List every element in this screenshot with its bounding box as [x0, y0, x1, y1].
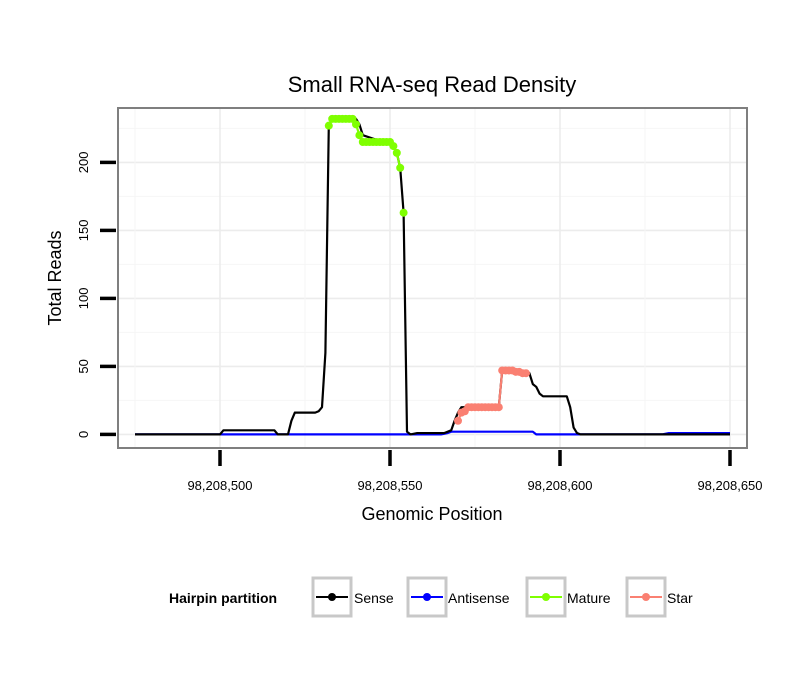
legend-label-mature: Mature: [567, 590, 611, 606]
legend-label-antisense: Antisense: [448, 590, 510, 606]
y-axis-title: Total Reads: [45, 230, 65, 325]
mature-point: [324, 121, 333, 130]
x-tick-label: 98,208,650: [697, 478, 762, 493]
y-tick-label: 0: [76, 431, 91, 438]
star-point: [522, 369, 530, 378]
mature-point: [355, 131, 364, 140]
y-tick-label: 50: [76, 359, 91, 373]
star-point: [494, 403, 503, 412]
x-axis-title: Genomic Position: [361, 504, 502, 524]
y-axis: 0 50 100 150 200: [76, 152, 116, 438]
y-tick-label: 200: [76, 152, 91, 174]
legend-key-point: [328, 593, 336, 601]
plot-border: [117, 107, 748, 449]
star-point: [454, 416, 462, 425]
grid-layer: [118, 108, 747, 448]
legend-key-point: [642, 593, 650, 601]
legend-key-point: [542, 593, 550, 601]
plot-panel: [118, 108, 747, 448]
x-tick-label: 98,208,600: [527, 478, 592, 493]
sense-line: [135, 117, 730, 436]
x-axis: 98,208,500 98,208,550 98,208,600 98,208,650: [187, 450, 763, 493]
legend: Hairpin partition Sense Antisense Mature St…: [169, 576, 693, 618]
legend-label-sense: Sense: [354, 590, 394, 606]
mature-point: [352, 120, 360, 129]
series-layer: [135, 114, 730, 436]
mature-point: [396, 163, 405, 172]
y-tick-label: 150: [76, 220, 91, 242]
mature-point: [389, 142, 398, 151]
mature-point: [392, 148, 401, 157]
x-tick-label: 98,208,500: [187, 478, 252, 493]
chart-title: Small RNA-seq Read Density: [288, 72, 577, 97]
legend-label-star: Star: [667, 590, 693, 606]
y-tick-label: 100: [76, 288, 91, 310]
legend-title: Hairpin partition: [169, 590, 277, 606]
legend-key-point: [423, 593, 431, 601]
x-tick-label: 98,208,550: [357, 478, 422, 493]
mature-point: [399, 208, 408, 217]
